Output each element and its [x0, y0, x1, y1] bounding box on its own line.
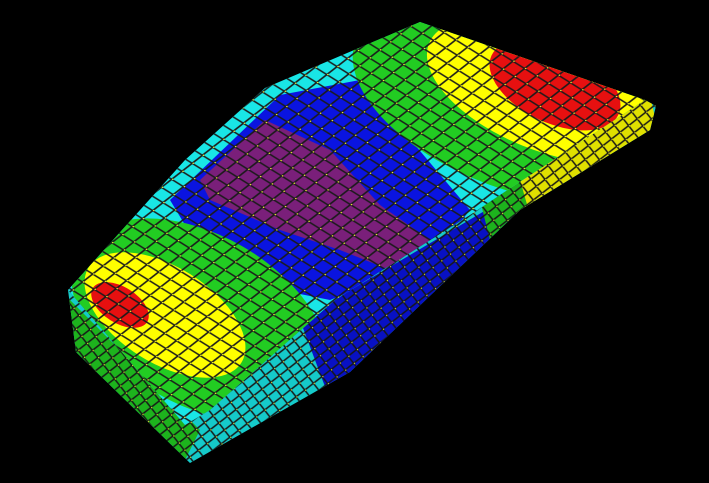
viewport[interactable]: [0, 0, 709, 483]
top-mesh-grid: [68, 22, 645, 425]
top-face: [68, 22, 645, 425]
fem-mesh-render: [68, 22, 656, 463]
